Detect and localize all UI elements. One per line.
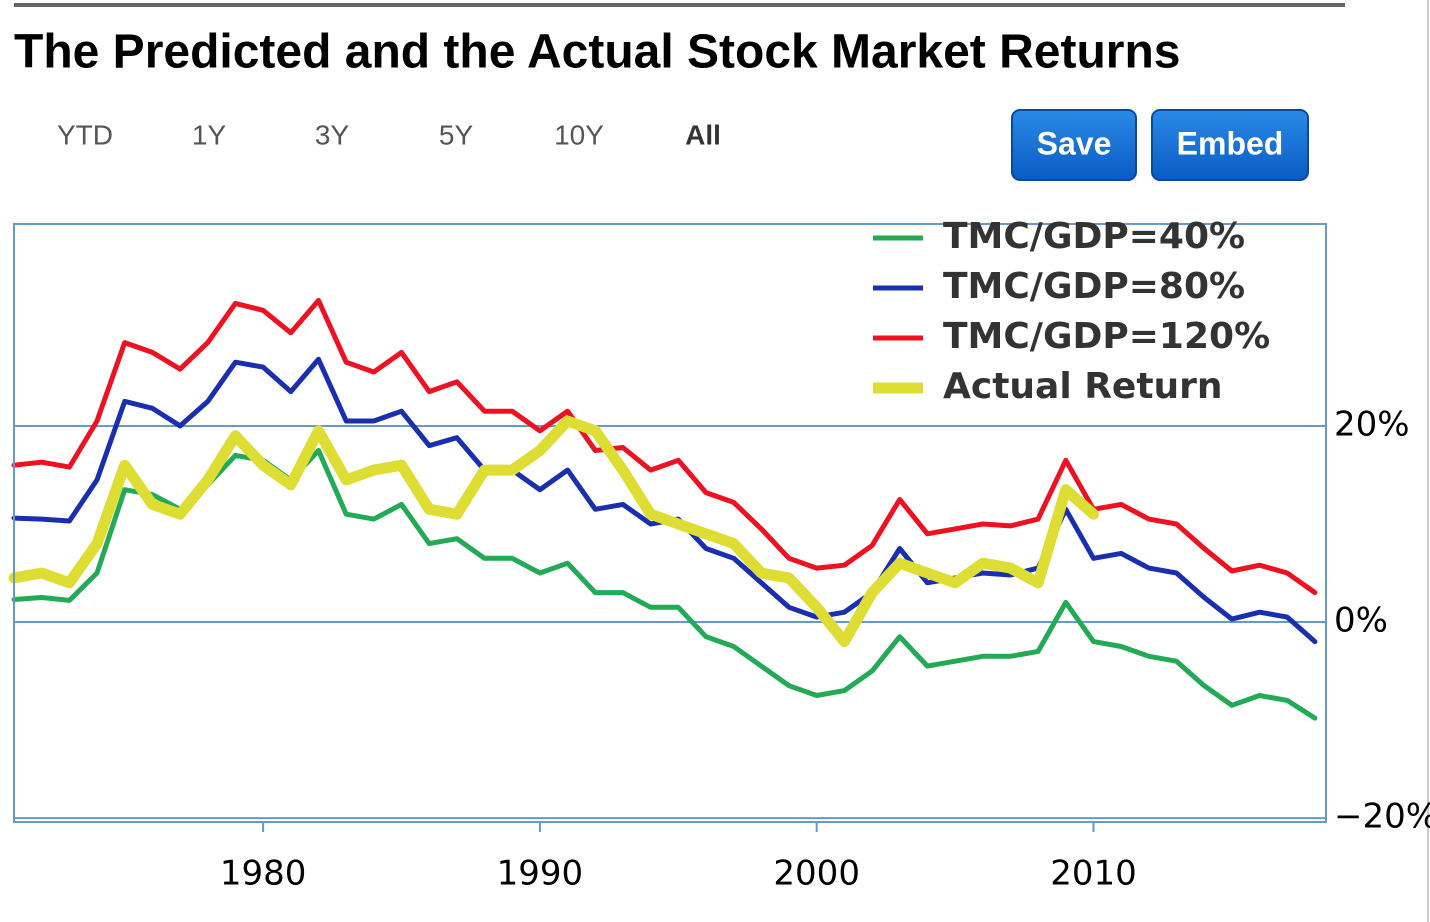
range-button[interactable]: YTD bbox=[57, 119, 113, 150]
x-tick-label: 1980 bbox=[220, 854, 307, 894]
legend-label: TMC/GDP=120% bbox=[943, 316, 1270, 357]
button-bg[interactable] bbox=[1151, 109, 1309, 181]
y-tick-label: −20% bbox=[1334, 797, 1430, 837]
y-tick-label: 0% bbox=[1334, 601, 1388, 641]
button-label[interactable]: Save bbox=[1037, 125, 1112, 161]
toolbar: YTD 1Y 3Y 5Y 10Y All Save Embed bbox=[57, 109, 1309, 181]
button-label[interactable]: Embed bbox=[1177, 125, 1284, 161]
chart-title: The Predicted and the Actual Stock Marke… bbox=[14, 26, 1180, 79]
range-button[interactable]: 1Y bbox=[192, 119, 227, 150]
series-line bbox=[11, 448, 1318, 721]
legend-label: Actual Return bbox=[943, 366, 1223, 407]
legend-label: TMC/GDP=40% bbox=[943, 216, 1245, 257]
range-button[interactable]: 5Y bbox=[439, 119, 474, 150]
button[interactable]: Embed bbox=[1151, 109, 1309, 181]
y-tick-label: 20% bbox=[1334, 404, 1410, 444]
plot: −20%0%20%1980 1990 2000 2010TMC/GDP=40%TMC/… bbox=[8, 216, 1430, 894]
range-button[interactable]: 10Y bbox=[554, 119, 604, 150]
range-button[interactable]: 3Y bbox=[315, 119, 350, 150]
x-tick-label: 2010 bbox=[1050, 854, 1137, 894]
button-bg[interactable] bbox=[1011, 109, 1137, 181]
legend: TMC/GDP=40% TMC/GDP=80% TMC/GDP=120% Actual… bbox=[873, 216, 1270, 407]
x-tick-label: 1990 bbox=[497, 854, 584, 894]
plot-frame bbox=[13, 223, 1327, 823]
range-button[interactable]: All bbox=[685, 119, 721, 150]
legend-label: TMC/GDP=80% bbox=[943, 266, 1245, 307]
x-tick-label: 2000 bbox=[773, 854, 860, 894]
button[interactable]: Save bbox=[1011, 109, 1137, 181]
series-line bbox=[8, 415, 1099, 648]
series-line bbox=[11, 298, 1318, 596]
